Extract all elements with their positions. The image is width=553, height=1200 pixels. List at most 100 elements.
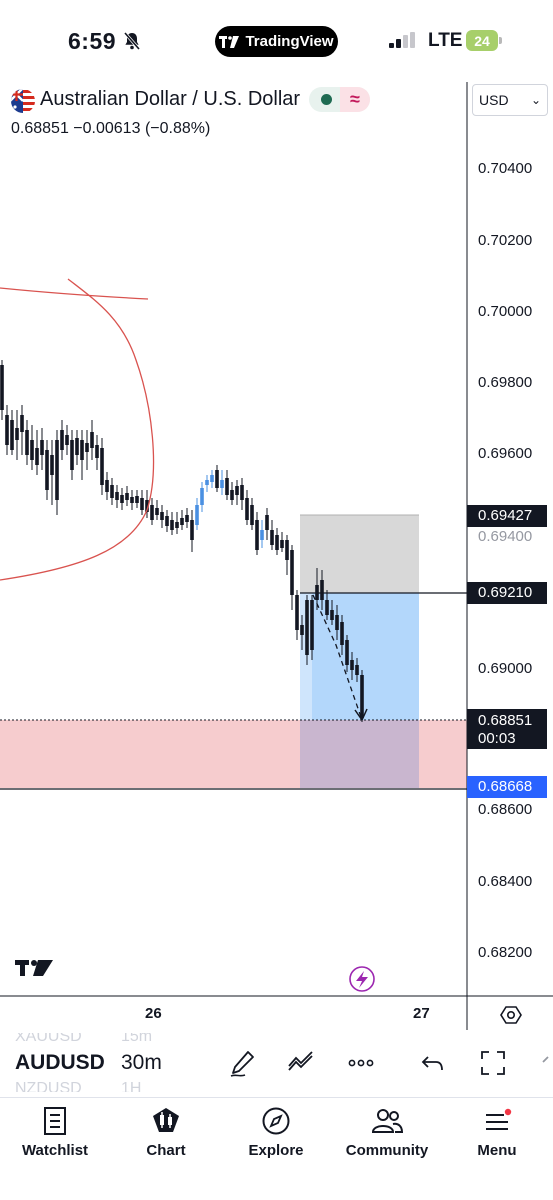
menu-icon	[486, 1108, 512, 1130]
candle-body	[325, 600, 329, 615]
candle-body	[40, 440, 44, 455]
position-stop-zone[interactable]	[300, 515, 419, 593]
candle-body	[20, 415, 24, 432]
interval-prev[interactable]: 15m	[121, 1028, 153, 1045]
candle-body	[85, 443, 89, 452]
price-tick: 0.69400	[478, 528, 533, 545]
candle-body	[230, 490, 234, 500]
aud-usd-flag-icon	[11, 89, 35, 113]
trend-tools-icon[interactable]	[286, 1048, 316, 1078]
candle-body	[345, 640, 349, 665]
price-tick: 0.68400	[478, 873, 533, 890]
candle-body	[195, 505, 199, 525]
market-status-pill[interactable]: ≈	[309, 87, 370, 112]
price-chart[interactable]	[0, 0, 553, 1030]
price-tick: 0.68600	[478, 801, 533, 818]
price-tick: 0.70200	[478, 232, 533, 249]
quote-line: 0.68851 −0.00613 (−0.88%)	[11, 120, 210, 138]
candle-body	[75, 438, 79, 455]
candle-body	[140, 498, 144, 510]
candle-body	[0, 365, 4, 410]
redo-icon[interactable]	[538, 1048, 553, 1078]
projection-dashed-line	[312, 594, 363, 721]
nav-watchlist[interactable]: Watchlist	[5, 1106, 105, 1159]
candle-body	[10, 420, 14, 450]
nav-explore[interactable]: Explore	[226, 1106, 326, 1159]
nav-chart[interactable]: Chart	[116, 1106, 216, 1159]
more-icon[interactable]	[346, 1048, 376, 1078]
candle-body	[360, 675, 364, 718]
target-price-badge: 0.68668	[478, 778, 533, 795]
nav-label: Menu	[477, 1142, 517, 1159]
candle-body	[125, 493, 129, 500]
symbol-selector[interactable]: AUDUSD	[15, 1051, 105, 1074]
nav-label: Explore	[248, 1142, 304, 1159]
candle-body	[110, 485, 114, 498]
tradingview-pill[interactable]: TradingView	[215, 26, 338, 57]
candle-body	[170, 520, 174, 530]
nav-menu[interactable]: Menu	[447, 1106, 547, 1159]
candle-body	[115, 492, 119, 500]
candle-body	[275, 535, 279, 550]
status-time: 6:59	[68, 28, 117, 54]
candle-body	[290, 550, 294, 595]
candle-body	[250, 505, 254, 525]
candle-body	[65, 435, 69, 445]
carrier-label: LTE	[428, 30, 463, 51]
candle-body	[220, 480, 224, 488]
currency-select[interactable]: USD ⌄	[472, 84, 548, 116]
candle-body	[280, 540, 284, 548]
interval-selector[interactable]: 30m	[121, 1051, 162, 1074]
currency-value: USD	[479, 92, 509, 108]
fullscreen-icon[interactable]	[478, 1048, 508, 1078]
candle-body	[130, 497, 134, 503]
lightning-icon[interactable]	[349, 966, 375, 992]
candle-body	[350, 660, 354, 670]
last-price: 0.68851	[11, 120, 69, 137]
target-badge-bg	[467, 776, 547, 798]
stop-badge-bg	[467, 505, 547, 527]
candle-body	[270, 530, 274, 545]
chart-settings-icon[interactable]	[500, 1004, 522, 1026]
symbol-title[interactable]: Australian Dollar / U.S. Dollar	[40, 88, 301, 110]
candle-body	[165, 516, 169, 526]
symbol-next[interactable]: NZDUSD	[15, 1080, 82, 1097]
pen-drawing-icon[interactable]	[228, 1048, 258, 1078]
chart-icon	[153, 1108, 179, 1132]
battery-level: 24	[466, 30, 498, 51]
candle-body	[135, 496, 139, 503]
interval-next[interactable]: 1H	[121, 1080, 142, 1097]
signal-icon	[389, 32, 415, 48]
undo-icon[interactable]	[418, 1048, 448, 1078]
candle-body	[180, 518, 184, 525]
candle-body	[160, 512, 164, 520]
candle-body	[320, 580, 324, 600]
red-zone-overlap	[300, 720, 419, 788]
symbol-prev[interactable]: XAUUSD	[15, 1028, 82, 1045]
candle-body	[285, 540, 289, 560]
candle-body	[200, 488, 204, 505]
price-tick: 0.68200	[478, 944, 533, 961]
candle-body	[105, 480, 109, 492]
candle-body	[255, 520, 259, 550]
candle-body	[265, 515, 269, 530]
candle-body	[175, 522, 179, 528]
tradingview-watermark-icon	[15, 960, 53, 976]
candle-body	[210, 475, 214, 482]
market-open-dot-icon	[321, 94, 332, 105]
nav-label: Chart	[146, 1142, 186, 1159]
candle-body	[120, 495, 124, 503]
candles-group	[0, 360, 364, 722]
candle-body	[315, 585, 319, 600]
candle-body	[225, 478, 229, 495]
notification-dot-icon	[504, 1108, 512, 1116]
red-hand-drawn-circle	[0, 278, 155, 581]
candle-body	[235, 486, 239, 495]
price-tick: 0.69600	[478, 445, 533, 462]
chevron-down-icon: ⌄	[530, 93, 541, 107]
battery-icon: 24	[466, 30, 502, 51]
community-icon	[371, 1109, 404, 1133]
candle-body	[205, 480, 209, 485]
nav-community[interactable]: Community	[337, 1106, 437, 1159]
current-price-badge: 0.68851	[478, 712, 533, 729]
